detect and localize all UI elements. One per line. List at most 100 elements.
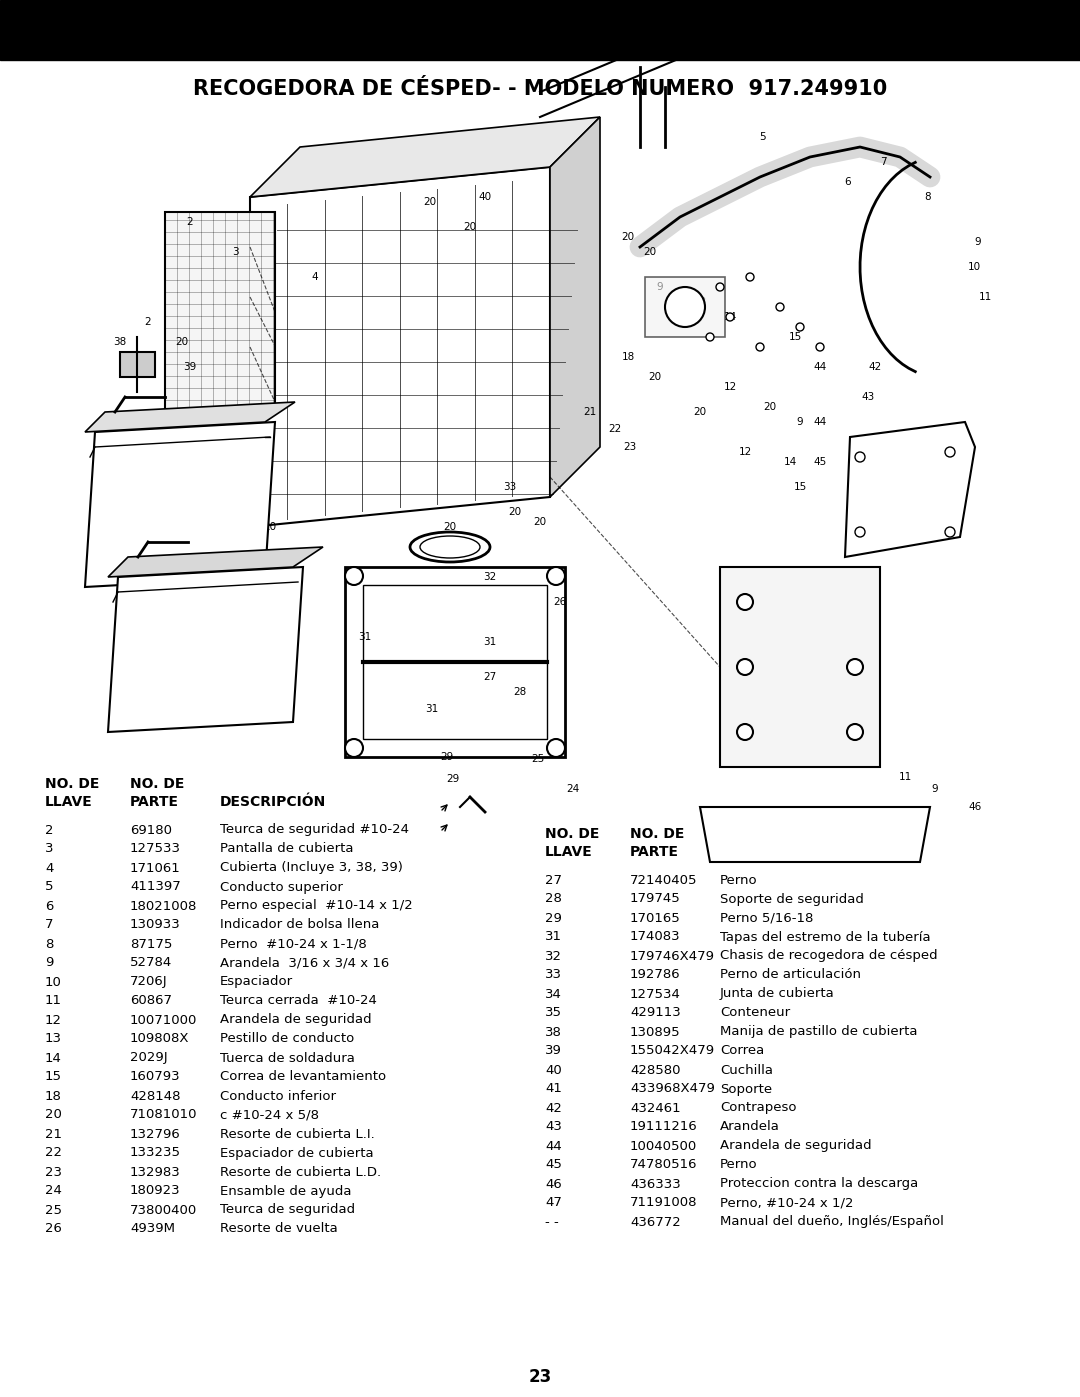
Text: 39: 39 <box>545 1045 562 1058</box>
Text: 14: 14 <box>783 457 797 467</box>
Polygon shape <box>249 117 600 197</box>
Text: 429113: 429113 <box>630 1006 680 1020</box>
Text: 7206J: 7206J <box>130 975 167 989</box>
Text: 26: 26 <box>45 1222 62 1235</box>
Text: 52784: 52784 <box>130 957 172 970</box>
Text: 180923: 180923 <box>130 1185 180 1197</box>
Text: 8: 8 <box>924 191 931 203</box>
Text: 2029J: 2029J <box>130 1052 167 1065</box>
Text: 43: 43 <box>863 434 877 444</box>
Text: Perno 5/16-18: Perno 5/16-18 <box>720 911 813 925</box>
Text: 433968X479: 433968X479 <box>630 1083 715 1095</box>
Text: NO. DE: NO. DE <box>545 827 599 841</box>
Text: 44: 44 <box>813 416 826 427</box>
Text: 32: 32 <box>545 950 562 963</box>
Text: Arandela de seguridad: Arandela de seguridad <box>720 1140 872 1153</box>
Text: 192786: 192786 <box>630 968 680 982</box>
Text: 21: 21 <box>45 1127 62 1140</box>
Text: Manual del dueño, Inglés/Español: Manual del dueño, Inglés/Español <box>720 1215 944 1228</box>
Text: Perno, #10-24 x 1/2: Perno, #10-24 x 1/2 <box>720 1196 853 1210</box>
Text: NO. DE: NO. DE <box>130 777 185 791</box>
Text: 20: 20 <box>444 522 457 532</box>
Text: Resorte de cubierta L.D.: Resorte de cubierta L.D. <box>220 1165 381 1179</box>
Circle shape <box>546 739 565 757</box>
Text: 10071000: 10071000 <box>130 1013 198 1027</box>
Text: Tapas del estremo de la tubería: Tapas del estremo de la tubería <box>720 930 931 943</box>
Text: 428580: 428580 <box>630 1063 680 1077</box>
Polygon shape <box>108 567 303 732</box>
Text: 7: 7 <box>45 918 54 932</box>
Text: Resorte de cubierta L.I.: Resorte de cubierta L.I. <box>220 1127 375 1140</box>
Text: 44: 44 <box>545 1140 562 1153</box>
Circle shape <box>665 286 705 327</box>
Text: 3: 3 <box>45 842 54 855</box>
Text: Perno: Perno <box>720 873 758 887</box>
Text: LLAVE: LLAVE <box>545 845 593 859</box>
Text: 60867: 60867 <box>130 995 172 1007</box>
Text: 12: 12 <box>45 1013 62 1027</box>
Text: 29: 29 <box>446 774 460 784</box>
Text: 34: 34 <box>545 988 562 1000</box>
Text: 27: 27 <box>545 873 562 887</box>
Circle shape <box>816 344 824 351</box>
Text: 38: 38 <box>545 1025 562 1038</box>
Text: 4: 4 <box>312 272 319 282</box>
Text: 31: 31 <box>359 631 372 643</box>
Text: 22: 22 <box>45 1147 62 1160</box>
Text: 171061: 171061 <box>130 862 180 875</box>
Text: 2: 2 <box>246 502 254 511</box>
Circle shape <box>737 594 753 610</box>
Text: 132796: 132796 <box>130 1127 180 1140</box>
Text: 432461: 432461 <box>630 1101 680 1115</box>
Text: 2: 2 <box>45 823 54 837</box>
Bar <box>345 567 565 757</box>
Polygon shape <box>108 548 323 577</box>
Text: 27: 27 <box>484 672 497 682</box>
Text: 15: 15 <box>45 1070 62 1084</box>
Text: 33: 33 <box>545 968 562 982</box>
Text: Perno de articulación: Perno de articulación <box>720 968 861 982</box>
Circle shape <box>855 453 865 462</box>
Text: Arandela  3/16 x 3/4 x 16: Arandela 3/16 x 3/4 x 16 <box>220 957 389 970</box>
Text: 20: 20 <box>509 507 522 517</box>
Polygon shape <box>550 117 600 497</box>
Text: LLAVE: LLAVE <box>45 795 93 809</box>
Text: 18: 18 <box>621 352 635 362</box>
Text: 6: 6 <box>845 177 851 187</box>
Text: 13: 13 <box>693 298 706 307</box>
Text: 130933: 130933 <box>130 918 180 932</box>
Text: 31: 31 <box>484 637 497 647</box>
Text: 2: 2 <box>187 217 193 226</box>
Text: 12: 12 <box>724 381 737 393</box>
Polygon shape <box>85 422 275 587</box>
Text: Tuerca de soldadura: Tuerca de soldadura <box>220 1052 355 1065</box>
Text: 43: 43 <box>545 1120 562 1133</box>
Circle shape <box>855 527 865 536</box>
Text: 133235: 133235 <box>130 1147 181 1160</box>
Text: 46: 46 <box>545 1178 562 1190</box>
Text: 21: 21 <box>583 407 596 416</box>
Text: 7: 7 <box>880 156 887 168</box>
Text: 34: 34 <box>429 548 442 557</box>
Bar <box>363 585 546 739</box>
Polygon shape <box>85 402 295 432</box>
Text: 20: 20 <box>279 597 292 608</box>
Text: 179745: 179745 <box>630 893 680 905</box>
Text: 42: 42 <box>868 362 881 372</box>
Text: Pantalla de cubierta: Pantalla de cubierta <box>220 842 353 855</box>
Text: 18021008: 18021008 <box>130 900 198 912</box>
Text: 44: 44 <box>813 362 826 372</box>
Circle shape <box>847 724 863 740</box>
Ellipse shape <box>410 532 490 562</box>
Text: 15: 15 <box>794 482 807 492</box>
Polygon shape <box>845 422 975 557</box>
Text: Perno especial  #10-14 x 1/2: Perno especial #10-14 x 1/2 <box>220 900 413 912</box>
Text: 428148: 428148 <box>130 1090 180 1102</box>
Bar <box>0 0 1080 60</box>
Text: 40: 40 <box>545 1063 562 1077</box>
Text: 20: 20 <box>175 337 189 346</box>
Text: 35: 35 <box>349 567 362 577</box>
Text: 5: 5 <box>758 131 766 142</box>
Circle shape <box>737 659 753 675</box>
Text: Arandela: Arandela <box>720 1120 780 1133</box>
